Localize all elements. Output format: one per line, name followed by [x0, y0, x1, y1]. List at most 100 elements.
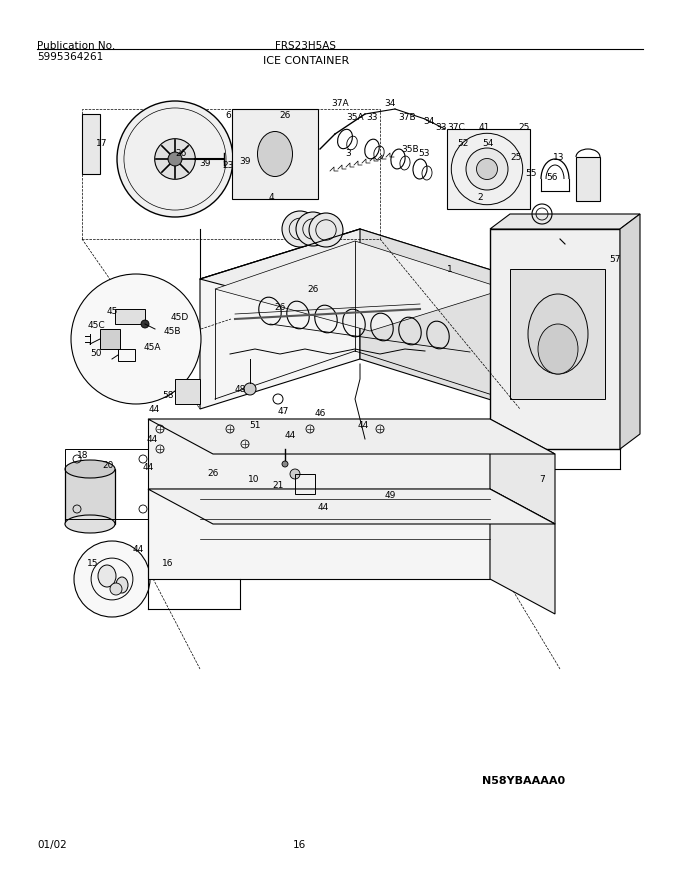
Text: ICE CONTAINER: ICE CONTAINER: [263, 56, 349, 66]
Circle shape: [477, 158, 498, 180]
Ellipse shape: [116, 577, 128, 593]
Text: 26: 26: [175, 149, 187, 157]
Text: 25: 25: [518, 123, 530, 132]
Text: 37C: 37C: [447, 123, 465, 131]
Polygon shape: [620, 214, 640, 449]
Text: 16: 16: [292, 839, 306, 850]
Polygon shape: [490, 214, 640, 229]
Text: 01/02: 01/02: [37, 839, 67, 850]
Text: N58YBAAAA0: N58YBAAAA0: [482, 776, 565, 786]
Text: 1: 1: [447, 264, 453, 274]
Text: 52: 52: [458, 138, 469, 148]
Text: 44: 44: [142, 462, 154, 472]
Text: 45B: 45B: [163, 328, 181, 336]
Ellipse shape: [258, 131, 292, 176]
Polygon shape: [360, 229, 520, 409]
Ellipse shape: [538, 324, 578, 374]
Polygon shape: [200, 229, 520, 324]
Text: 58: 58: [163, 392, 174, 401]
Text: 26: 26: [279, 110, 290, 120]
Text: 2: 2: [477, 193, 483, 202]
Text: 54: 54: [482, 138, 494, 148]
Text: 39: 39: [239, 156, 251, 165]
Text: FRS23H5AS: FRS23H5AS: [275, 41, 337, 51]
Text: 44: 44: [358, 421, 369, 429]
Polygon shape: [65, 469, 115, 524]
Text: 37A: 37A: [331, 98, 349, 108]
Circle shape: [154, 139, 195, 179]
Text: 50: 50: [90, 348, 102, 357]
Text: 37B: 37B: [398, 112, 415, 122]
Text: 44: 44: [284, 432, 296, 441]
Text: 23: 23: [222, 161, 234, 169]
Text: 53: 53: [418, 149, 430, 157]
Text: 17: 17: [97, 138, 107, 148]
Polygon shape: [82, 114, 100, 174]
Text: 35B: 35B: [401, 144, 419, 154]
Circle shape: [290, 469, 300, 479]
Text: 10: 10: [248, 474, 260, 483]
Text: 26: 26: [207, 469, 219, 479]
Text: 44: 44: [148, 404, 160, 414]
Text: 34: 34: [424, 116, 435, 125]
Text: 41: 41: [478, 123, 490, 131]
Text: 26: 26: [307, 286, 319, 295]
Text: 21: 21: [272, 481, 284, 489]
Ellipse shape: [65, 515, 115, 533]
Text: 49: 49: [384, 490, 396, 500]
Circle shape: [466, 148, 508, 190]
Circle shape: [168, 152, 182, 166]
Polygon shape: [215, 241, 505, 331]
Circle shape: [282, 211, 318, 247]
Polygon shape: [490, 489, 555, 614]
Text: 7: 7: [539, 474, 545, 483]
Text: 33: 33: [367, 112, 378, 122]
Circle shape: [244, 383, 256, 395]
Circle shape: [141, 320, 149, 328]
Text: 13: 13: [554, 152, 565, 162]
Polygon shape: [447, 129, 530, 209]
Text: 45: 45: [106, 307, 118, 315]
Text: 25: 25: [510, 152, 522, 162]
Text: 46: 46: [314, 409, 326, 419]
Circle shape: [296, 212, 330, 246]
Text: 48: 48: [235, 384, 245, 394]
Text: 51: 51: [250, 421, 260, 429]
Text: 47: 47: [277, 407, 289, 415]
Text: 3: 3: [345, 149, 351, 157]
Text: 39: 39: [199, 158, 211, 168]
Polygon shape: [148, 419, 555, 454]
Text: 44: 44: [133, 545, 143, 554]
Polygon shape: [490, 229, 620, 449]
Text: 45A: 45A: [143, 342, 160, 351]
Text: 35A: 35A: [346, 112, 364, 122]
Text: 5995364261: 5995364261: [37, 52, 103, 63]
Circle shape: [282, 461, 288, 467]
Text: 6: 6: [225, 110, 231, 120]
Ellipse shape: [98, 565, 116, 587]
Text: 44: 44: [146, 434, 158, 443]
Polygon shape: [175, 379, 200, 404]
Text: 4: 4: [268, 193, 274, 202]
Text: 34: 34: [384, 98, 396, 108]
Circle shape: [117, 101, 233, 217]
Text: 33: 33: [435, 123, 447, 131]
Circle shape: [74, 541, 150, 617]
Text: 26: 26: [274, 303, 286, 313]
Circle shape: [71, 274, 201, 404]
Circle shape: [110, 583, 122, 595]
Polygon shape: [148, 489, 490, 579]
Polygon shape: [510, 269, 605, 399]
Text: 55: 55: [525, 169, 537, 178]
Polygon shape: [115, 309, 145, 324]
Polygon shape: [576, 157, 600, 201]
Text: 45C: 45C: [87, 321, 105, 329]
Polygon shape: [100, 329, 120, 349]
Text: 20: 20: [102, 461, 114, 470]
Ellipse shape: [528, 294, 588, 374]
Text: 56: 56: [546, 174, 558, 182]
Polygon shape: [148, 419, 490, 489]
Text: 57: 57: [609, 255, 621, 263]
Text: 45D: 45D: [171, 314, 189, 322]
Polygon shape: [232, 109, 318, 199]
